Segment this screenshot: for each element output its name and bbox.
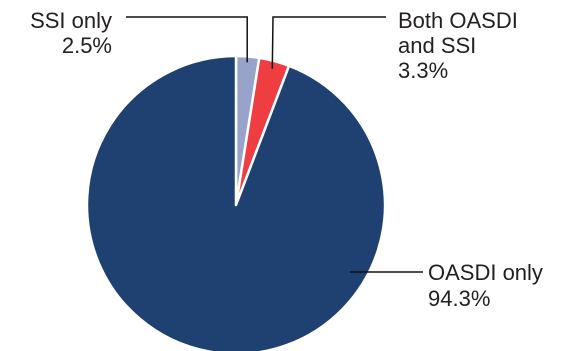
slice-name-label-2: Both OASDI <box>398 8 518 33</box>
slice-name-label-1: SSI only <box>30 8 112 33</box>
leader-line-1 <box>126 16 248 63</box>
slice-name-label-2: and SSI <box>398 33 476 58</box>
slice-value-label-2: 3.3% <box>398 58 448 83</box>
slices-layer <box>85 54 387 351</box>
leader-line-2 <box>271 16 386 69</box>
pie-slice-3 <box>85 54 387 351</box>
slice-value-label-3: 94.3% <box>428 286 490 311</box>
leader-lines-layer <box>126 16 423 273</box>
slice-value-label-1: 2.5% <box>62 33 112 58</box>
slice-name-label-3: OASDI only <box>428 260 543 285</box>
